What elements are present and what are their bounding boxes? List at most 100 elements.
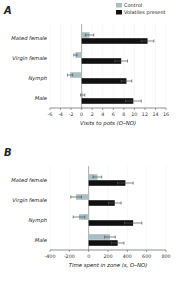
grid bbox=[50, 166, 166, 250]
error-cap bbox=[117, 182, 118, 185]
grid-line bbox=[127, 166, 128, 250]
bar bbox=[82, 38, 148, 44]
error-cap bbox=[125, 100, 126, 103]
error-cap bbox=[153, 40, 154, 43]
error-bar bbox=[111, 242, 124, 245]
x-tick bbox=[81, 108, 82, 110]
x-tick-label: 10 bbox=[131, 112, 137, 117]
grid-line bbox=[146, 166, 147, 250]
error-line bbox=[111, 243, 124, 244]
x-tick bbox=[92, 108, 93, 110]
error-bar bbox=[67, 74, 72, 77]
error-bar bbox=[81, 94, 85, 97]
grid-line bbox=[102, 24, 103, 108]
error-cap bbox=[73, 216, 74, 219]
error-line bbox=[85, 35, 93, 36]
category-label: Mated female bbox=[11, 177, 47, 183]
error-line bbox=[141, 41, 154, 42]
error-cap bbox=[84, 94, 85, 97]
error-cap bbox=[133, 182, 134, 185]
x-tick-label: -400 bbox=[45, 254, 56, 259]
error-line bbox=[108, 203, 121, 204]
category-label: Virgin female bbox=[12, 197, 47, 204]
x-axis-label: Visits to pots (O–NO) bbox=[80, 120, 136, 127]
x-tick-label: 200 bbox=[103, 254, 112, 259]
error-bar bbox=[118, 182, 133, 185]
error-cap bbox=[84, 216, 85, 219]
error-line bbox=[73, 217, 85, 218]
x-tick-label: 6 bbox=[112, 112, 115, 117]
x-tick-label: 16 bbox=[163, 112, 169, 117]
error-cap bbox=[141, 222, 142, 225]
background bbox=[0, 0, 176, 286]
error-line bbox=[105, 237, 116, 238]
error-cap bbox=[80, 94, 81, 97]
error-cap bbox=[131, 80, 132, 83]
category-label: Male bbox=[35, 95, 47, 101]
x-tick bbox=[144, 108, 145, 110]
error-cap bbox=[76, 54, 77, 57]
category-label: Nymph bbox=[28, 217, 47, 224]
x-tick-label: -2 bbox=[69, 112, 74, 117]
grid-line bbox=[69, 166, 70, 250]
error-bar bbox=[85, 34, 93, 37]
grid-line bbox=[155, 24, 156, 108]
x-tick bbox=[146, 250, 147, 252]
error-bar bbox=[74, 54, 77, 57]
error-cap bbox=[121, 80, 122, 83]
error-line bbox=[121, 81, 132, 82]
x-axis-line bbox=[50, 108, 166, 109]
error-line bbox=[71, 197, 82, 198]
error-cap bbox=[104, 236, 105, 239]
error-bar bbox=[125, 100, 141, 103]
x-tick-label: 0 bbox=[87, 254, 90, 259]
error-cap bbox=[93, 176, 94, 179]
error-cap bbox=[93, 34, 94, 37]
error-cap bbox=[121, 202, 122, 205]
error-bar bbox=[115, 60, 128, 63]
grid bbox=[50, 24, 166, 108]
x-tick bbox=[127, 250, 128, 252]
x-tick-label: 2 bbox=[91, 112, 94, 117]
legend: ControlVolatiles present bbox=[116, 2, 166, 16]
grid-line bbox=[113, 24, 114, 108]
error-cap bbox=[70, 196, 71, 199]
grid-line bbox=[92, 24, 93, 108]
error-cap bbox=[115, 236, 116, 239]
error-cap bbox=[73, 54, 74, 57]
x-tick bbox=[108, 250, 109, 252]
panel-title: A bbox=[3, 5, 12, 16]
legend-swatch bbox=[116, 10, 122, 15]
error-bar bbox=[73, 216, 85, 219]
error-cap bbox=[72, 74, 73, 77]
figure: A Mated female Virgin female Nymph Male -6 -4 -… bbox=[0, 0, 176, 286]
panel-title: B bbox=[4, 147, 12, 158]
error-bar bbox=[71, 196, 82, 199]
category-label: Mated female bbox=[11, 35, 47, 41]
x-tick bbox=[134, 108, 135, 110]
error-line bbox=[115, 61, 128, 62]
legend-swatch bbox=[116, 3, 122, 8]
bar bbox=[82, 98, 134, 104]
x-tick-label: 8 bbox=[122, 112, 125, 117]
error-bar bbox=[121, 80, 132, 83]
error-cap bbox=[123, 242, 124, 245]
grid-line bbox=[60, 24, 61, 108]
x-tick bbox=[88, 250, 89, 252]
error-bar bbox=[124, 222, 141, 225]
x-tick bbox=[166, 108, 167, 110]
x-tick bbox=[113, 108, 114, 110]
x-tick bbox=[69, 250, 70, 252]
error-bar bbox=[93, 176, 102, 179]
error-line bbox=[124, 223, 141, 224]
error-cap bbox=[108, 202, 109, 205]
x-tick-label: 800 bbox=[161, 254, 170, 259]
category-label: Virgin female bbox=[12, 55, 47, 62]
grid-line bbox=[166, 24, 167, 108]
error-cap bbox=[127, 60, 128, 63]
bars bbox=[67, 32, 153, 104]
x-tick-label: 4 bbox=[101, 112, 104, 117]
x-tick-label: -4 bbox=[58, 112, 63, 117]
x-tick-label: -6 bbox=[48, 112, 53, 117]
error-line bbox=[93, 177, 102, 178]
